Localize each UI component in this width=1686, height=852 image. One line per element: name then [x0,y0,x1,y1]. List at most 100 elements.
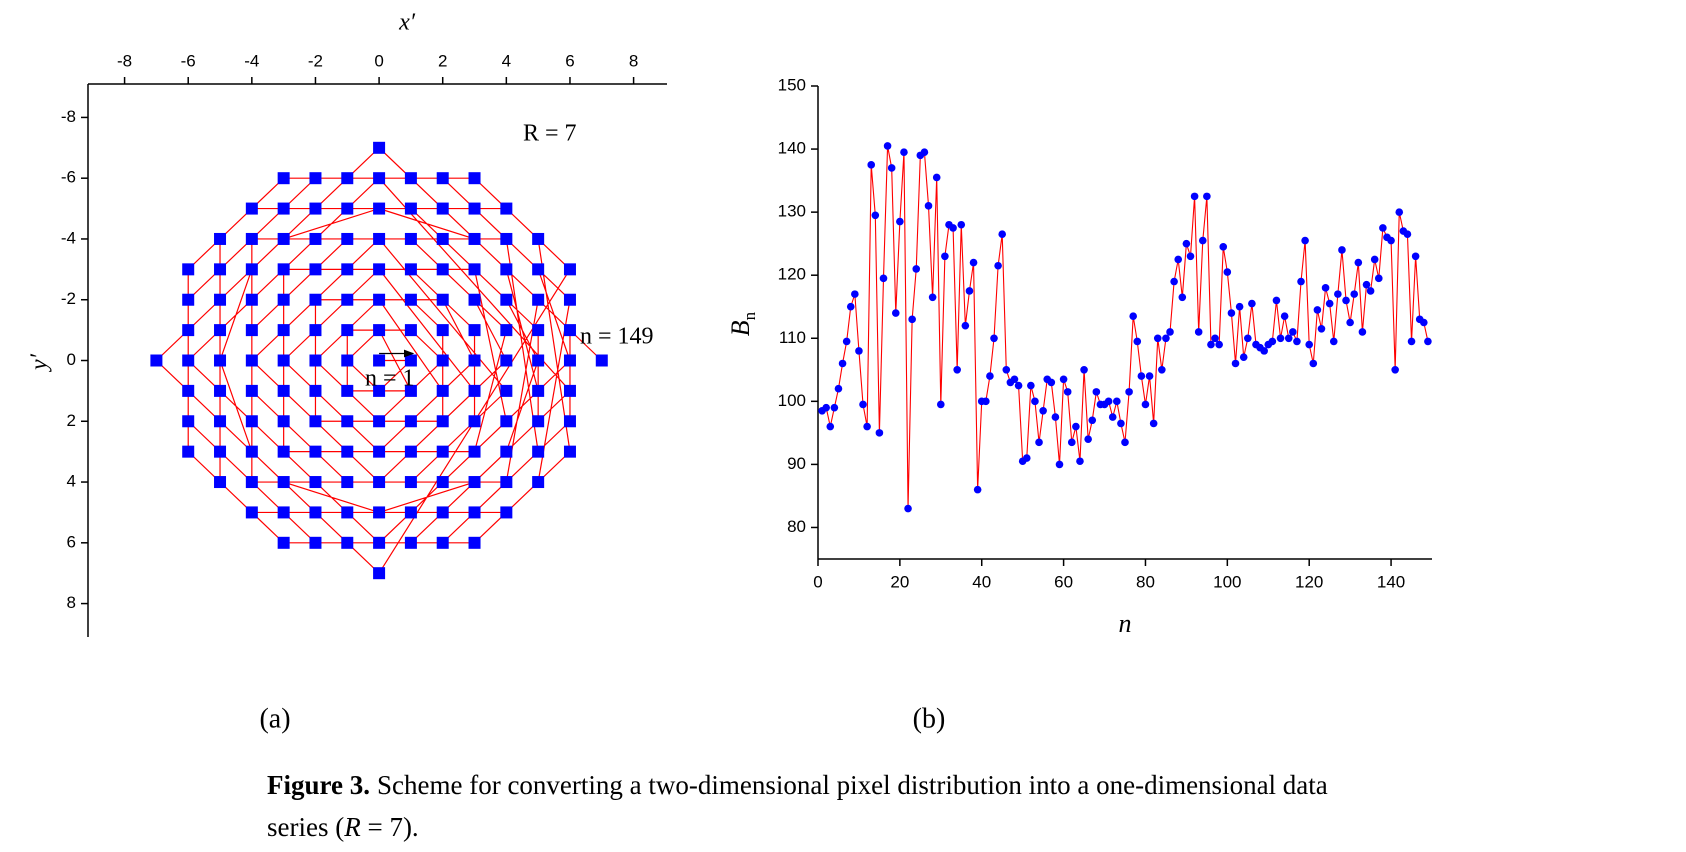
point [1305,340,1313,349]
x-tick-label: 100 [1213,572,1241,591]
pixel-marker [309,172,322,185]
pixel-marker [436,384,449,397]
pixel-marker [404,536,417,549]
pixel-marker [341,324,354,337]
pixel-marker [373,202,386,215]
point [1063,388,1072,396]
point [1129,312,1137,320]
pixel-marker [150,354,163,367]
pixel-marker [468,506,481,519]
point [949,224,957,232]
pixel-marker [341,445,354,458]
pixel-marker [309,476,322,489]
point [879,274,888,283]
pixel-marker [500,445,513,458]
pixel-marker [468,263,481,276]
point [1248,299,1256,308]
point [973,485,982,494]
pixel-marker [277,202,290,215]
pixel-marker [214,354,227,367]
pixel-marker [563,263,576,276]
pixel-marker [373,476,386,489]
point [1342,296,1350,305]
pixel-marker [277,172,290,185]
pixel-marker [309,232,322,245]
point [1276,334,1285,343]
pixel-marker [373,567,386,580]
point [1117,419,1125,428]
x-tick-label: -8 [117,51,132,70]
pixel-marker [214,476,227,489]
pixel-marker [341,263,354,276]
pixel-marker [532,354,545,367]
point [900,148,908,157]
pixel-marker [341,232,354,245]
pixel-marker [500,384,513,397]
y-axis-title: Bn [726,311,759,336]
y-tick-label: 2 [67,411,76,430]
pixel-marker [277,263,290,276]
point [924,202,933,210]
pixel-marker [309,506,322,519]
pixel-marker [468,445,481,458]
point [1059,375,1068,384]
point [1420,318,1428,327]
pixel-marker [404,354,417,367]
point [1231,359,1240,368]
pixel-marker [245,476,258,489]
pixel-marker [341,536,354,549]
point [1387,236,1395,245]
point [1133,337,1142,346]
point [1153,334,1162,343]
x-axis-title: x′ [398,10,416,36]
point [982,397,990,406]
pixel-marker [532,293,545,306]
point [1084,435,1092,443]
point [871,211,880,220]
point [830,403,839,412]
pixel-marker [341,384,354,397]
point [887,164,896,172]
panel-label: (b) [913,703,946,734]
pixel-marker [436,354,449,367]
pixel-marker [468,293,481,306]
annotation: R = 7 [523,121,577,147]
pixel-marker [436,324,449,337]
pixel-marker [309,415,322,428]
point [1354,258,1363,267]
point [1350,290,1359,298]
point [1051,413,1060,421]
pixel-marker [182,354,195,367]
point [920,148,929,157]
x-tick-label: 60 [1054,572,1073,591]
pixel-marker [182,415,195,428]
y-axis-title: y′ [27,353,53,372]
x-tick-label: 120 [1295,572,1323,591]
point [1035,438,1043,447]
pixel-marker [500,476,513,489]
y-tick-label: -2 [61,289,76,308]
point [867,161,876,169]
pixel-marker [341,506,354,519]
y-tick-label: 90 [787,454,806,473]
point [937,400,945,409]
point [1002,366,1011,374]
point [1178,293,1187,302]
pixel-marker [563,415,576,428]
point [1010,375,1019,384]
pixel-marker [373,141,386,154]
point [1198,236,1207,245]
point [826,422,835,431]
point [1366,287,1375,295]
point [957,220,966,229]
pixel-marker [404,172,417,185]
point [1014,381,1023,390]
pixel-marker [436,506,449,519]
pixel-marker [341,476,354,489]
pixel-marker [214,293,227,306]
point [1022,454,1031,462]
x-tick-label: -2 [308,51,323,70]
point [891,309,900,317]
point [1260,347,1268,355]
pixel-marker [563,354,576,367]
